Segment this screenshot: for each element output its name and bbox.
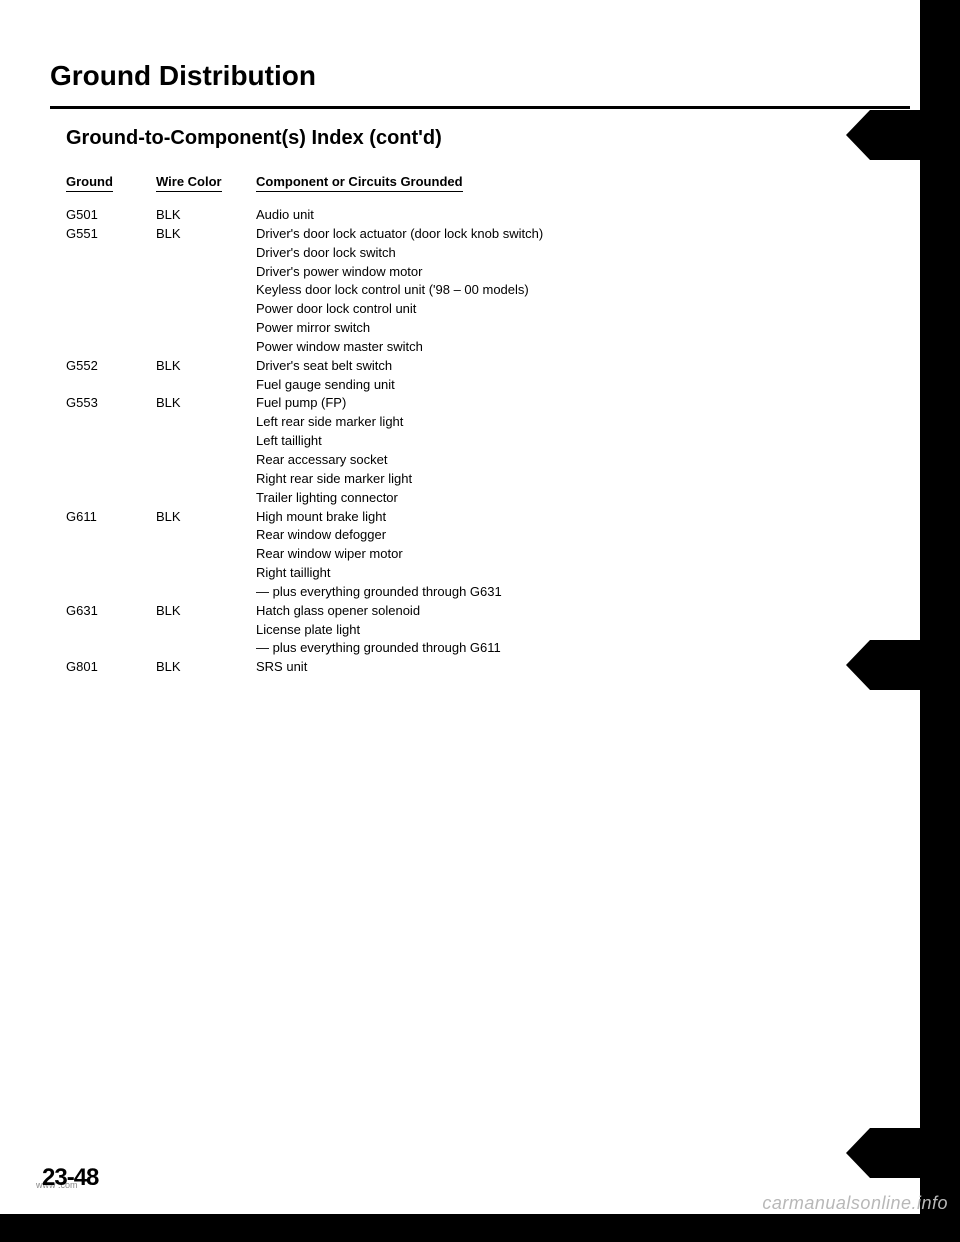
header-component: Component or Circuits Grounded <box>256 174 463 192</box>
component-line: Rear accessary socket <box>256 451 910 470</box>
table-row: G552BLKDriver's seat belt switchFuel gau… <box>66 357 910 395</box>
component-line: Fuel gauge sending unit <box>256 376 910 395</box>
main-title: Ground Distribution <box>50 60 910 92</box>
component-line: Keyless door lock control unit ('98 – 00… <box>256 281 910 300</box>
table-row: G631BLKHatch glass opener solenoidLicens… <box>66 602 910 659</box>
ground-cell: G631 <box>66 602 156 621</box>
sub-title: Ground-to-Component(s) Index (cont'd) <box>66 127 910 150</box>
component-line: Rear window wiper motor <box>256 545 910 564</box>
table-row: G801BLKSRS unit <box>66 658 910 677</box>
component-line: Power mirror switch <box>256 319 910 338</box>
thumb-tab <box>870 1128 940 1178</box>
component-line: Driver's door lock switch <box>256 244 910 263</box>
wire-color-cell: BLK <box>156 602 256 621</box>
component-line: Power door lock control unit <box>256 300 910 319</box>
table-row: G551BLKDriver's door lock actuator (door… <box>66 225 910 357</box>
ground-cell: G611 <box>66 508 156 527</box>
ground-cell: G553 <box>66 394 156 413</box>
components-cell: Hatch glass opener solenoidLicense plate… <box>256 602 910 659</box>
page-content: Ground Distribution Ground-to-Component(… <box>0 0 960 677</box>
ground-cell: G501 <box>66 206 156 225</box>
component-line: Audio unit <box>256 206 910 225</box>
component-line: — plus everything grounded through G631 <box>256 583 910 602</box>
ground-cell: G801 <box>66 658 156 677</box>
ground-table: Ground Wire Color Component or Circuits … <box>66 174 910 677</box>
header-ground: Ground <box>66 174 113 192</box>
component-line: Rear window defogger <box>256 526 910 545</box>
watermark: carmanualsonline.info <box>762 1193 948 1214</box>
component-line: Left taillight <box>256 432 910 451</box>
header-wire: Wire Color <box>156 174 222 192</box>
component-line: Hatch glass opener solenoid <box>256 602 910 621</box>
ground-cell: G551 <box>66 225 156 244</box>
components-cell: Fuel pump (FP)Left rear side marker ligh… <box>256 394 910 507</box>
component-line: Right taillight <box>256 564 910 583</box>
wire-color-cell: BLK <box>156 357 256 376</box>
component-line: — plus everything grounded through G611 <box>256 639 910 658</box>
title-rule <box>50 106 910 109</box>
components-cell: High mount brake lightRear window defogg… <box>256 508 910 602</box>
ground-cell: G552 <box>66 357 156 376</box>
table-body: G501BLKAudio unitG551BLKDriver's door lo… <box>66 206 910 677</box>
page-number-block: 23-48 <box>42 1164 98 1192</box>
page-number: 23-48 <box>42 1164 98 1192</box>
components-cell: Driver's seat belt switchFuel gauge send… <box>256 357 910 395</box>
wire-color-cell: BLK <box>156 394 256 413</box>
component-line: Right rear side marker light <box>256 470 910 489</box>
wire-color-cell: BLK <box>156 225 256 244</box>
component-line: Power window master switch <box>256 338 910 357</box>
component-line: Fuel pump (FP) <box>256 394 910 413</box>
wire-color-cell: BLK <box>156 206 256 225</box>
table-header: Ground Wire Color Component or Circuits … <box>66 174 910 192</box>
components-cell: Driver's door lock actuator (door lock k… <box>256 225 910 357</box>
components-cell: Audio unit <box>256 206 910 225</box>
table-row: G553BLKFuel pump (FP)Left rear side mark… <box>66 394 910 507</box>
component-line: High mount brake light <box>256 508 910 527</box>
component-line: Left rear side marker light <box>256 413 910 432</box>
table-row: G501BLKAudio unit <box>66 206 910 225</box>
wire-color-cell: BLK <box>156 658 256 677</box>
component-line: Trailer lighting connector <box>256 489 910 508</box>
components-cell: SRS unit <box>256 658 910 677</box>
component-line: Driver's door lock actuator (door lock k… <box>256 225 910 244</box>
component-line: Driver's seat belt switch <box>256 357 910 376</box>
component-line: License plate light <box>256 621 910 640</box>
table-row: G611BLKHigh mount brake lightRear window… <box>66 508 910 602</box>
bottom-bar <box>0 1214 960 1242</box>
component-line: SRS unit <box>256 658 910 677</box>
component-line: Driver's power window motor <box>256 263 910 282</box>
wire-color-cell: BLK <box>156 508 256 527</box>
